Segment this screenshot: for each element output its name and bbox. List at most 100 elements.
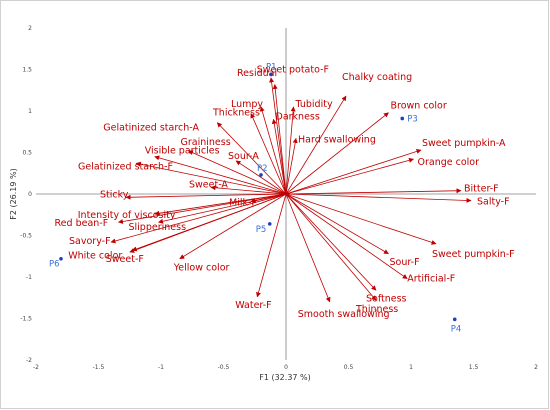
variable-label: Savory-F <box>69 236 111 247</box>
y-tick-label: -1.5 <box>20 316 32 323</box>
variable-label: Gelatinized starch-F <box>78 161 173 172</box>
x-tick-label: 1.5 <box>469 364 479 371</box>
x-tick-label: -1 <box>158 364 164 371</box>
y-tick-label: 1.5 <box>22 67 32 74</box>
y-tick-label: 0 <box>28 191 32 198</box>
observation-label: P2 <box>257 164 268 174</box>
y-tick-label: -0.5 <box>20 233 32 240</box>
variable-label: Lumpy <box>231 99 263 110</box>
variable-label: Brown color <box>391 101 447 112</box>
observation-label: P3 <box>407 114 418 124</box>
observation-label: P1 <box>266 62 277 72</box>
variable-vector <box>285 193 437 245</box>
observation-point <box>267 222 272 226</box>
variable-label: Sour-A <box>228 151 259 162</box>
variable-label: Sweet pumpkin-F <box>432 249 515 260</box>
variable-vector <box>285 193 331 303</box>
variable-label: Smooth swallowing <box>298 309 390 320</box>
variable-label: Orange color <box>418 157 480 168</box>
variable-label: Softness <box>366 293 407 304</box>
variable-label: Chalky coating <box>342 72 412 83</box>
variable-vector <box>125 193 287 200</box>
observation-point <box>269 72 273 77</box>
y-axis-label: F2 (26.19 %) <box>9 168 18 220</box>
variable-label: Darkness <box>276 111 320 122</box>
observation-label: P4 <box>451 324 462 334</box>
variable-vector <box>285 193 377 291</box>
y-tick-label: -2 <box>26 357 32 364</box>
x-axis-label: F1 (32.37 %) <box>259 373 311 382</box>
x-tick-label: 0.5 <box>344 364 354 371</box>
variable-label: Sweet potato-F <box>257 64 329 75</box>
variable-vector <box>154 155 287 195</box>
variable-vector <box>210 185 287 195</box>
x-tick-label: -2 <box>33 364 39 371</box>
variable-label: Sticky <box>100 189 129 200</box>
variable-label: Thickness <box>212 107 260 118</box>
variable-label: Slipperiness <box>129 222 187 233</box>
variable-vector <box>179 193 287 260</box>
variable-vector <box>285 188 462 195</box>
variable-vector <box>188 150 287 195</box>
variable-vector <box>259 106 287 195</box>
variable-label: Sweet-A <box>189 179 228 190</box>
y-tick-label: -1 <box>26 274 32 281</box>
variable-vector <box>285 193 472 203</box>
variable-vector <box>250 113 287 195</box>
variable-label: Sour-F <box>390 257 420 268</box>
variable-label: Yellow color <box>173 263 230 274</box>
observation-label: P5 <box>256 225 267 235</box>
variable-label: Visible particles <box>145 146 220 157</box>
variable-vector <box>285 112 389 195</box>
variable-vector <box>271 118 287 195</box>
observation-point <box>59 256 63 261</box>
variable-vector <box>110 193 287 244</box>
x-tick-label: -1.5 <box>93 364 105 371</box>
x-tick-label: 1 <box>409 364 413 371</box>
variable-vector <box>135 161 287 195</box>
variable-label: Tubidity <box>295 99 333 110</box>
variable-vector <box>285 193 377 301</box>
variable-vector <box>285 149 422 195</box>
variable-label: Red bean-F <box>55 218 109 229</box>
y-tick-label: 0.5 <box>22 150 32 157</box>
y-tick-label: 1 <box>28 108 32 115</box>
variable-label: Intensity of viscosity <box>78 210 176 221</box>
variable-vector <box>285 137 298 195</box>
variable-vector <box>285 95 347 195</box>
observation-label: P6 <box>49 260 60 270</box>
variable-vector <box>131 193 287 252</box>
variable-label: Water-F <box>235 300 271 311</box>
variable-label: Graininess <box>181 137 231 148</box>
variable-vector <box>285 193 408 279</box>
observation-point <box>452 317 457 322</box>
variable-label: White color <box>68 250 122 261</box>
variable-label: Gelatinized starch-A <box>103 123 199 134</box>
observation-point <box>400 116 405 121</box>
variable-vector <box>158 193 287 224</box>
variable-label: Bitter-F <box>464 184 499 195</box>
observation-point <box>259 173 263 177</box>
variable-vector <box>285 157 414 195</box>
variable-label: Artificial-F <box>407 274 455 285</box>
variable-label: Thinness <box>355 304 398 315</box>
variable-vector <box>272 83 287 195</box>
variable-label: Sweet-F <box>106 254 144 265</box>
variable-label: Sweet pumpkin-A <box>422 138 506 149</box>
variable-vector <box>118 193 287 224</box>
x-tick-label: 0 <box>284 364 288 371</box>
variable-vector <box>235 160 287 195</box>
variable-label: Residual <box>237 68 277 79</box>
y-tick-label: 2 <box>28 25 32 32</box>
variable-vector <box>269 77 287 195</box>
variable-vector <box>216 122 287 195</box>
variable-vector <box>285 193 389 255</box>
variable-label: Salty-F <box>477 197 510 208</box>
variable-vector <box>285 106 296 195</box>
x-tick-label: 2 <box>534 364 538 371</box>
variable-vector <box>256 193 287 298</box>
variable-label: Milk-F <box>229 197 257 208</box>
x-tick-label: -0.5 <box>218 364 230 371</box>
